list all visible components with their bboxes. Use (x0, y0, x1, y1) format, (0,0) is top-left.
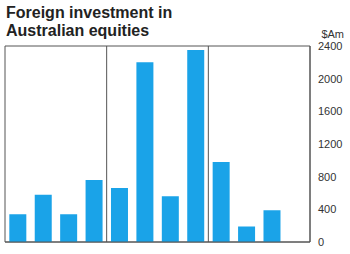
svg-text:2000: 2000 (318, 73, 342, 85)
html-text:Foreign investment in Australi: Foreign investment in Australian equitie… (6, 4, 173, 39)
svg-text:400: 400 (318, 203, 336, 215)
svg-text:0: 0 (318, 236, 324, 248)
svg-text:2400: 2400 (318, 40, 342, 52)
svg-text:1200: 1200 (318, 138, 342, 150)
svg-text:1600: 1600 (318, 105, 342, 117)
svg-text:800: 800 (318, 171, 336, 183)
html-text:$Am: $Am (321, 28, 344, 40)
